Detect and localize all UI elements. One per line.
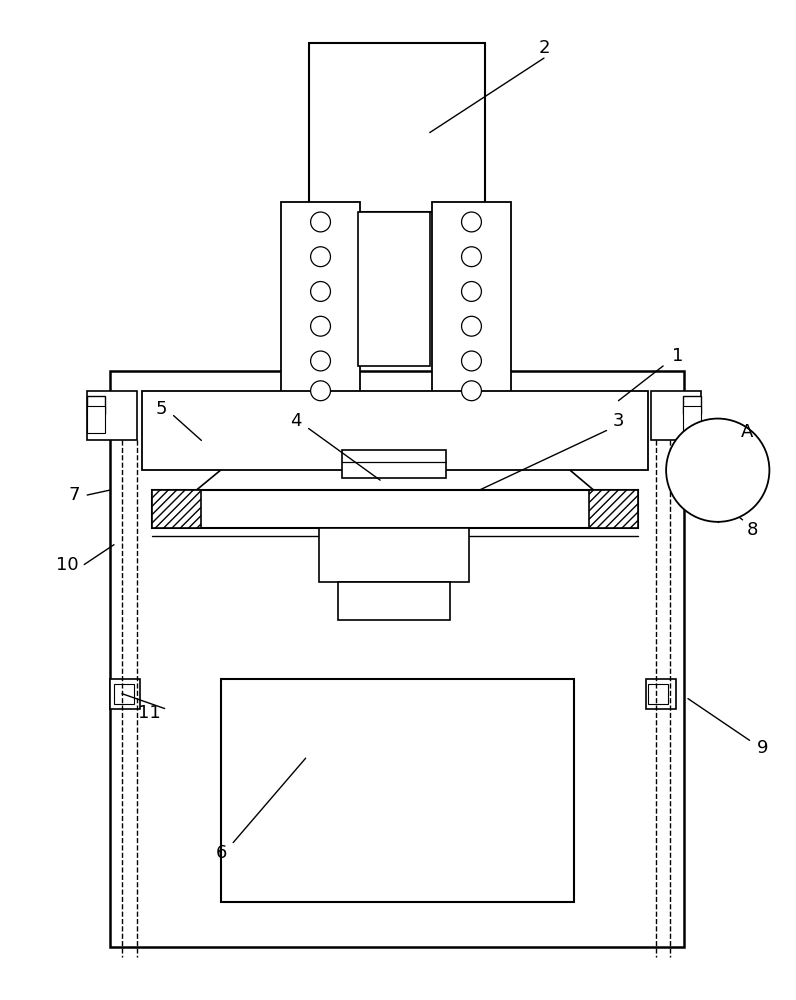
Circle shape xyxy=(462,212,482,232)
Text: 8: 8 xyxy=(747,521,759,539)
Text: 7: 7 xyxy=(68,486,80,504)
Bar xyxy=(683,406,700,433)
Bar xyxy=(646,679,676,709)
Text: 10: 10 xyxy=(56,556,79,574)
Bar xyxy=(152,490,201,528)
Text: 5: 5 xyxy=(156,400,167,418)
Circle shape xyxy=(310,316,330,336)
Bar xyxy=(358,212,430,366)
Circle shape xyxy=(462,381,482,401)
Text: A: A xyxy=(741,423,754,441)
Bar xyxy=(152,490,638,528)
Bar xyxy=(338,582,450,620)
Bar xyxy=(221,679,574,902)
Text: 4: 4 xyxy=(290,412,302,430)
Circle shape xyxy=(310,282,330,301)
Bar xyxy=(700,455,735,473)
Circle shape xyxy=(310,351,330,371)
Bar xyxy=(431,202,511,421)
Bar xyxy=(88,396,105,414)
Bar xyxy=(281,202,361,421)
Bar xyxy=(683,396,700,414)
Bar xyxy=(648,684,668,704)
Circle shape xyxy=(462,316,482,336)
Text: 9: 9 xyxy=(757,739,768,757)
Circle shape xyxy=(462,282,482,301)
Bar xyxy=(589,490,638,528)
Text: 3: 3 xyxy=(613,412,624,430)
Text: 6: 6 xyxy=(216,844,227,862)
Bar xyxy=(142,391,648,470)
Text: 11: 11 xyxy=(139,704,161,722)
Bar xyxy=(114,684,134,704)
Bar xyxy=(309,43,486,212)
Text: 2: 2 xyxy=(538,39,550,57)
Circle shape xyxy=(666,419,770,522)
Circle shape xyxy=(310,212,330,232)
Circle shape xyxy=(310,247,330,267)
Bar xyxy=(88,391,137,440)
Bar xyxy=(110,371,684,947)
Bar xyxy=(342,450,446,478)
Bar xyxy=(110,679,140,709)
Circle shape xyxy=(462,351,482,371)
Bar xyxy=(318,528,470,582)
Bar xyxy=(88,406,105,433)
Circle shape xyxy=(310,381,330,401)
Bar xyxy=(651,391,700,440)
Text: 1: 1 xyxy=(673,347,684,365)
Circle shape xyxy=(462,247,482,267)
